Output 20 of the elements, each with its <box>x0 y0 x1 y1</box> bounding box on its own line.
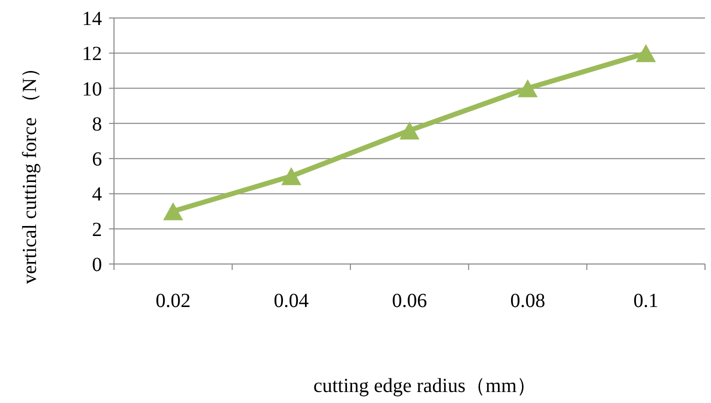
point <box>518 79 538 98</box>
point <box>636 44 656 62</box>
y-tick-label: 10 <box>82 78 102 100</box>
y-tick-label: 0 <box>92 254 102 276</box>
point <box>400 121 420 140</box>
y-tick-label: 12 <box>82 43 102 66</box>
y-tick-label: 14 <box>82 8 102 30</box>
x-tick-label: 0.1 <box>633 290 658 312</box>
x-tick-label: 0.02 <box>156 290 191 312</box>
point <box>163 202 184 220</box>
x-tick-label: 0.08 <box>510 290 546 312</box>
x-tick-label: 0.04 <box>274 290 309 312</box>
point <box>281 167 302 186</box>
y-axis-title: vertical cutting force （N） <box>19 58 41 284</box>
y-tick-label: 6 <box>92 148 102 171</box>
y-tick-label: 2 <box>92 218 102 241</box>
y-tick-label: 8 <box>92 113 102 136</box>
x-axis-title: cutting edge radius（mm） <box>313 375 537 397</box>
x-tick-label: 0.06 <box>392 290 427 312</box>
y-tick-label: 4 <box>92 184 102 206</box>
